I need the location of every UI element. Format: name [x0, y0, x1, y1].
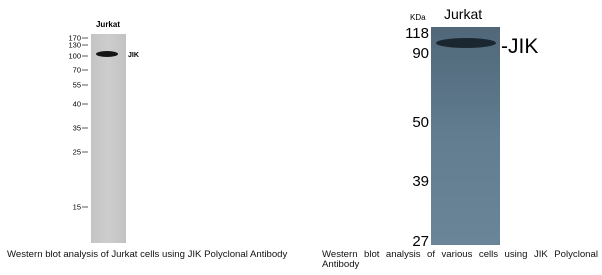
- marker-label: 40: [73, 100, 81, 109]
- marker-label: 50: [412, 114, 429, 131]
- caption: Western blot analysis of Jurkat cells us…: [7, 250, 289, 260]
- band: [96, 51, 118, 57]
- marker-label: 118: [405, 25, 429, 42]
- lane-label: Jurkat: [444, 6, 482, 22]
- caption: Western blot analysis of various cells u…: [322, 250, 598, 270]
- marker-label: 70: [73, 66, 81, 75]
- lane: [91, 34, 126, 243]
- marker-label: 35: [73, 124, 81, 133]
- marker-label: 130: [68, 41, 81, 50]
- marker-label: 100: [68, 52, 81, 61]
- band: [436, 38, 496, 48]
- unit-label: KDa: [410, 13, 426, 22]
- lane-label: Jurkat: [96, 20, 120, 29]
- marker-label: 15: [73, 203, 81, 212]
- lane: [431, 27, 500, 245]
- band-label: JIK: [128, 52, 139, 59]
- band-label: -JIK: [501, 35, 538, 58]
- marker-label: 27: [412, 233, 429, 250]
- figure: JurkatJIK170130100705540352515KDaJurkat-…: [0, 0, 602, 275]
- marker-label: 25: [73, 148, 81, 157]
- marker-label: 55: [73, 81, 81, 90]
- marker-label: 39: [412, 173, 429, 190]
- marker-label: 90: [412, 45, 429, 62]
